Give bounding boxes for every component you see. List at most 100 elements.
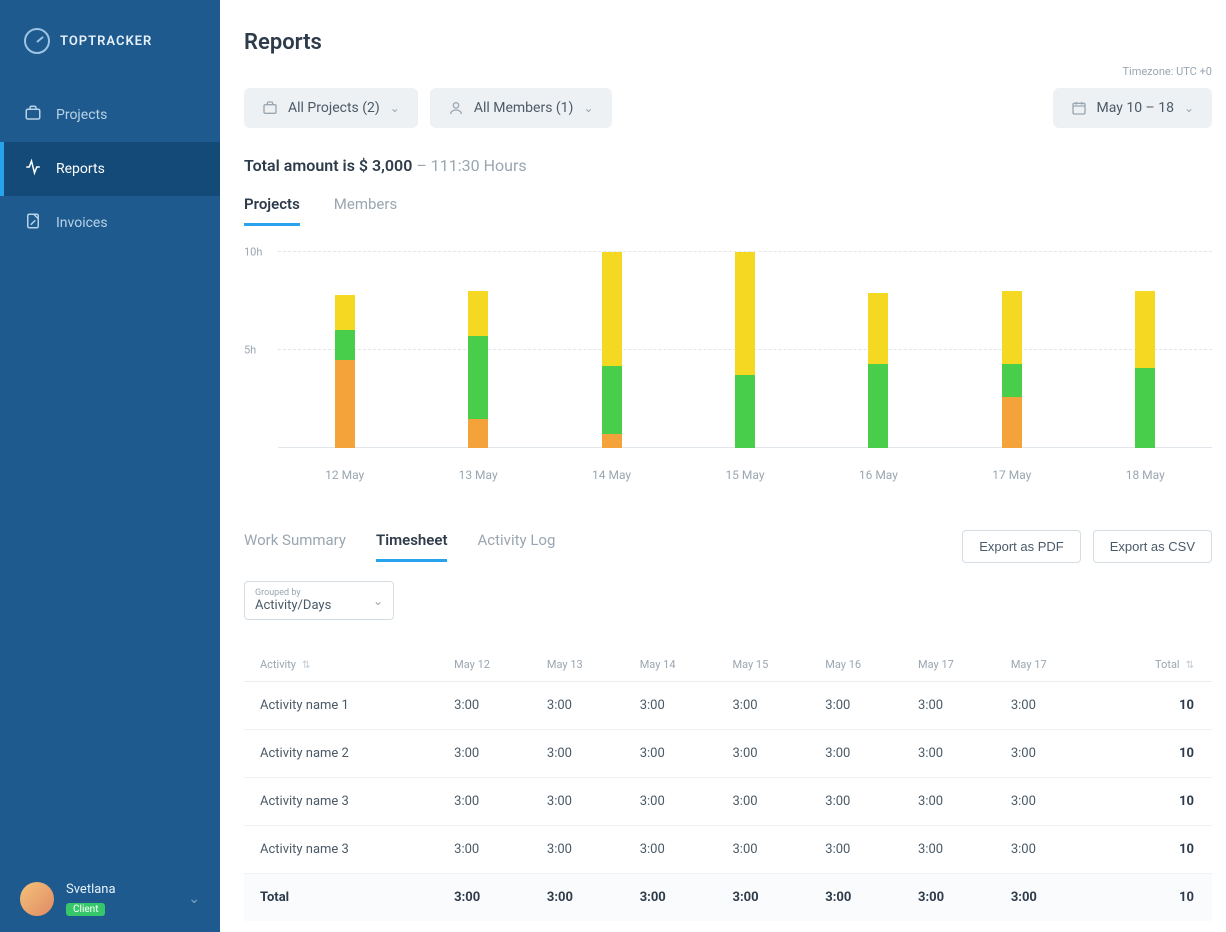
sidebar-item-reports[interactable]: Reports [0, 142, 220, 196]
nav: Projects Reports Invoices [0, 88, 220, 250]
sidebar-item-invoices[interactable]: Invoices [0, 196, 220, 250]
user-name: Svetlana [66, 882, 176, 897]
table-header[interactable]: Total⇅ [1096, 648, 1212, 682]
members-filter-label: All Members (1) [474, 100, 574, 116]
chart-bar-segment [868, 364, 888, 448]
timesheet-table: Activity⇅May 12May 13May 14May 15May 16M… [244, 648, 1212, 921]
briefcase-icon [262, 100, 278, 116]
projects-filter[interactable]: All Projects (2) ⌄ [244, 88, 418, 128]
table-row: Activity name 13:003:003:003:003:003:003… [244, 682, 1212, 730]
table-row: Activity name 33:003:003:003:003:003:003… [244, 826, 1212, 874]
total-hours: – 111:30 Hours [416, 156, 526, 175]
table-header[interactable]: May 13 [539, 648, 632, 682]
chart-xlabel: 14 May [592, 468, 631, 482]
table-header[interactable]: May 16 [817, 648, 910, 682]
table-cell: 3:00 [724, 778, 817, 826]
export-pdf-button[interactable]: Export as PDF [962, 530, 1081, 563]
subtab-work-summary[interactable]: Work Summary [244, 531, 346, 562]
table-total-row: Total3:003:003:003:003:003:003:0010 [244, 874, 1212, 922]
sidebar-item-projects[interactable]: Projects [0, 88, 220, 142]
table-cell: 3:00 [724, 682, 817, 730]
daterange-filter[interactable]: May 10 – 18 ⌄ [1053, 88, 1213, 128]
chart-bar-segment [1002, 364, 1022, 397]
subtab-row: Work Summary Timesheet Activity Log Export… [244, 530, 1212, 563]
chart-bar[interactable] [735, 252, 755, 448]
chart-bar-segment [335, 330, 355, 359]
table-cell: Activity name 2 [244, 730, 446, 778]
table-cell: 10 [1096, 826, 1212, 874]
chart-bar-segment [602, 252, 622, 366]
subtab-activity-log[interactable]: Activity Log [477, 531, 555, 562]
chart-bar[interactable] [335, 295, 355, 448]
table-cell: 3:00 [446, 874, 539, 922]
chart-bar-segment [468, 419, 488, 448]
chart-bar[interactable] [1002, 291, 1022, 448]
chart-bar-segment [868, 293, 888, 364]
table-cell: 10 [1096, 730, 1212, 778]
logo-icon [24, 28, 50, 54]
table-cell: Activity name 3 [244, 778, 446, 826]
activity-icon [24, 158, 42, 180]
table-cell: 3:00 [910, 778, 1003, 826]
table-header[interactable]: Activity⇅ [244, 648, 446, 682]
chart-bar-segment [1002, 291, 1022, 364]
chevron-down-icon: ⌄ [390, 101, 400, 115]
chart-bar-segment [335, 360, 355, 448]
table-cell: 3:00 [817, 874, 910, 922]
table-cell: 3:00 [539, 682, 632, 730]
table-cell: 3:00 [446, 826, 539, 874]
sidebar: TOPTRACKER ProjectsReportsInvoices Svetl… [0, 0, 220, 932]
members-filter[interactable]: All Members (1) ⌄ [430, 88, 612, 128]
tab-members[interactable]: Members [334, 195, 397, 226]
chart-bar[interactable] [868, 293, 888, 448]
table-cell: 3:00 [910, 730, 1003, 778]
chart-bar[interactable] [468, 291, 488, 448]
table-cell: 3:00 [817, 682, 910, 730]
table-header[interactable]: May 17 [910, 648, 1003, 682]
table-header[interactable]: May 14 [632, 648, 725, 682]
table-cell: 3:00 [910, 826, 1003, 874]
sidebar-item-label: Invoices [56, 215, 108, 231]
table-cell: 3:00 [446, 682, 539, 730]
table-cell: 3:00 [910, 874, 1003, 922]
table-header[interactable]: May 15 [724, 648, 817, 682]
table-cell: 3:00 [1003, 682, 1096, 730]
total-amount: Total amount is $ 3,000 [244, 156, 412, 175]
sort-icon: ⇅ [302, 660, 310, 671]
sort-icon: ⇅ [1186, 660, 1194, 671]
chevron-down-icon: ⌄ [1184, 101, 1194, 115]
chart-bar-segment [1002, 397, 1022, 448]
table-cell: 3:00 [539, 778, 632, 826]
chart-bar[interactable] [602, 252, 622, 448]
export-csv-button[interactable]: Export as CSV [1093, 530, 1212, 563]
page-title: Reports [244, 30, 1212, 55]
chart-ylabel: 5h [244, 344, 256, 357]
table-row: Activity name 23:003:003:003:003:003:003… [244, 730, 1212, 778]
calendar-icon [1071, 100, 1087, 116]
table-row: Activity name 33:003:003:003:003:003:003… [244, 778, 1212, 826]
groupby-select[interactable]: Grouped by Activity/Days ⌄ [244, 581, 394, 620]
user-icon [448, 100, 464, 116]
chart-ylabel: 10h [244, 246, 262, 259]
secondary-tabs: Work Summary Timesheet Activity Log [244, 531, 555, 562]
table-header[interactable]: May 12 [446, 648, 539, 682]
file-icon [24, 212, 42, 234]
chart-bar[interactable] [1135, 291, 1155, 448]
chart-bar-segment [602, 434, 622, 448]
daterange-label: May 10 – 18 [1097, 100, 1174, 116]
table-header[interactable]: May 17 [1003, 648, 1096, 682]
user-role-badge: Client [66, 903, 105, 916]
table-cell: 3:00 [539, 730, 632, 778]
table-cell: 3:00 [1003, 826, 1096, 874]
table-cell: 3:00 [910, 682, 1003, 730]
tab-projects[interactable]: Projects [244, 195, 300, 226]
table-cell: 3:00 [446, 730, 539, 778]
sidebar-item-label: Projects [56, 107, 107, 123]
table-cell: 3:00 [1003, 778, 1096, 826]
table-cell: Activity name 3 [244, 826, 446, 874]
user-box[interactable]: Svetlana Client ⌄ [0, 866, 220, 932]
totals: Total amount is $ 3,000 – 111:30 Hours [244, 156, 1212, 175]
chart-xlabel: 12 May [325, 468, 364, 482]
table-cell: 3:00 [817, 730, 910, 778]
subtab-timesheet[interactable]: Timesheet [376, 531, 447, 562]
